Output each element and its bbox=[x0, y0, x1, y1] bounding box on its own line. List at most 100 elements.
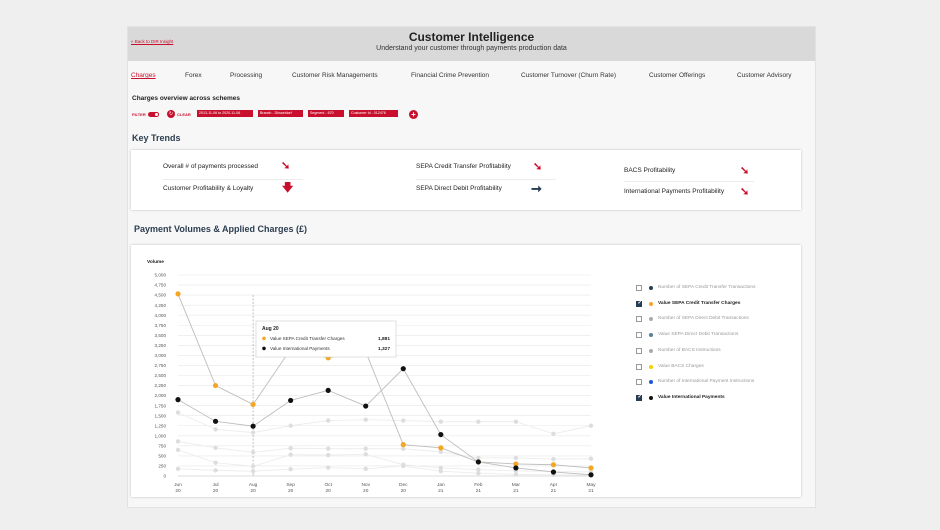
legend-color-dot bbox=[649, 317, 653, 322]
page-title: Customer Intelligence bbox=[408, 30, 535, 44]
data-point bbox=[175, 439, 181, 444]
filter-chip-date[interactable]: 2013-11-06 to 2020-11-06 bbox=[197, 110, 253, 117]
key-trends-card: Overall # of payments processed ➘ Custom… bbox=[131, 150, 801, 210]
y-axis-title: Volume bbox=[147, 259, 164, 265]
tab-customer-advisory[interactable]: Customer Advisory bbox=[737, 72, 792, 79]
legend-checkbox[interactable] bbox=[636, 394, 642, 401]
filter-chip-segment[interactable]: Segment - 670 bbox=[308, 110, 344, 117]
tooltip-label: Value SEPA Credit Transfer Charges bbox=[270, 336, 345, 341]
data-point bbox=[288, 466, 293, 472]
legend-checkbox[interactable] bbox=[636, 332, 642, 339]
series-line bbox=[177, 449, 592, 473]
y-tick-label: 3,750 bbox=[155, 323, 167, 328]
filter-chip-branch[interactable]: Branch - Düsseldorf bbox=[258, 110, 303, 117]
y-tick-label: 3,000 bbox=[155, 353, 167, 358]
data-point bbox=[438, 468, 444, 474]
legend-item[interactable]: Number of SEPA Direct Debit Transactions bbox=[636, 316, 796, 324]
data-point bbox=[213, 460, 218, 465]
legend-label: Number of BACS Instructions bbox=[658, 347, 721, 353]
filter-label: FILTER bbox=[132, 112, 146, 117]
legend-label: Number of International Payment Instruct… bbox=[658, 379, 755, 385]
trend-label: BACS Profitability bbox=[624, 167, 676, 174]
y-tick-label: 1,000 bbox=[155, 433, 167, 438]
legend-item[interactable]: Value SEPA Credit Transfer Charges bbox=[636, 300, 796, 309]
tooltip-dot bbox=[262, 346, 266, 351]
data-point bbox=[175, 410, 181, 415]
x-tick-label: 20 bbox=[175, 488, 181, 494]
filter-toggle[interactable] bbox=[148, 112, 159, 117]
tab-charges[interactable]: Charges bbox=[131, 72, 156, 79]
tab-customer-offerings[interactable]: Customer Offerings bbox=[649, 72, 706, 79]
x-tick-label: 20 bbox=[288, 488, 294, 494]
legend-checkbox[interactable] bbox=[636, 379, 642, 386]
data-point bbox=[325, 446, 331, 451]
tab-financial-crime-prevention[interactable]: Financial Crime Prevention bbox=[411, 72, 490, 79]
arrow-right-icon: ➞ bbox=[531, 181, 542, 196]
legend-item[interactable]: Value SEPA Direct Debit Transactions bbox=[636, 332, 796, 340]
x-tick-label: 20 bbox=[326, 488, 332, 494]
data-point bbox=[288, 446, 293, 451]
tab-customer-turnover[interactable]: Customer Turnover (Churn Rate) bbox=[521, 72, 617, 79]
tooltip-label: Value International Payments bbox=[270, 346, 330, 351]
legend-item[interactable]: Number of International Payment Instruct… bbox=[636, 379, 796, 387]
x-tick-label: Aug bbox=[249, 482, 258, 488]
data-point bbox=[213, 445, 218, 451]
data-point bbox=[475, 459, 481, 465]
legend-label: Value International Payments bbox=[658, 394, 725, 400]
data-point bbox=[363, 403, 369, 409]
clear-icon[interactable]: ↻ bbox=[167, 110, 175, 118]
tab-forex[interactable]: Forex bbox=[185, 72, 202, 79]
y-tick-label: 4,000 bbox=[155, 313, 167, 318]
y-tick-label: 0 bbox=[163, 474, 166, 479]
arrow-down-right-icon: ➘ bbox=[533, 161, 543, 173]
x-tick-label: 20 bbox=[363, 488, 369, 494]
x-tick-label: Dec bbox=[399, 482, 408, 488]
clear-button[interactable]: CLEAR bbox=[177, 112, 191, 117]
data-point bbox=[250, 401, 256, 408]
trend-label: SEPA Direct Debit Profitability bbox=[416, 185, 502, 192]
legend-checkbox[interactable] bbox=[636, 300, 642, 307]
y-tick-label: 2,000 bbox=[155, 393, 167, 398]
legend-label: Value SEPA Direct Debit Transactions bbox=[658, 332, 739, 338]
data-point bbox=[363, 446, 368, 451]
y-tick-label: 2,750 bbox=[155, 363, 167, 368]
legend-checkbox[interactable] bbox=[636, 285, 642, 291]
legend-checkbox[interactable] bbox=[636, 316, 642, 323]
legend-label: Number of SEPA Direct Debit Transactions bbox=[658, 316, 749, 322]
y-tick-label: 1,250 bbox=[155, 423, 167, 428]
tab-customer-risk-managements[interactable]: Customer Risk Managements bbox=[292, 72, 378, 79]
divider bbox=[624, 181, 754, 182]
add-filter-button[interactable]: + bbox=[409, 110, 418, 119]
divider bbox=[163, 179, 303, 180]
legend-checkbox[interactable] bbox=[636, 347, 642, 354]
tab-processing[interactable]: Processing bbox=[230, 72, 263, 79]
legend-color-dot bbox=[649, 301, 653, 306]
data-point bbox=[588, 472, 594, 478]
x-tick-label: 21 bbox=[438, 488, 444, 494]
data-point bbox=[325, 465, 331, 470]
data-point bbox=[438, 465, 444, 471]
legend-color-dot bbox=[649, 333, 653, 338]
data-point bbox=[288, 397, 294, 404]
x-tick-label: 20 bbox=[213, 488, 219, 494]
tab-bar: Charges Forex Processing Customer Risk M… bbox=[128, 72, 815, 84]
legend-color-dot bbox=[649, 395, 653, 400]
back-link[interactable]: « Back to DIR Insight bbox=[131, 39, 174, 44]
legend-checkbox[interactable] bbox=[636, 363, 642, 370]
data-point bbox=[250, 464, 256, 469]
trend-label: International Payments Profitability bbox=[624, 188, 725, 195]
legend-item[interactable]: Number of SEPA Credit Transfer Transacti… bbox=[636, 285, 796, 293]
data-point bbox=[363, 452, 368, 457]
data-point bbox=[476, 467, 481, 472]
data-point bbox=[438, 419, 444, 424]
series-line bbox=[177, 465, 592, 476]
legend-item[interactable]: Number of BACS Instructions bbox=[636, 347, 796, 356]
data-point bbox=[513, 465, 519, 471]
x-tick-label: Sep bbox=[286, 482, 295, 488]
data-point bbox=[175, 466, 181, 471]
legend-item[interactable]: Value BACS Charges bbox=[636, 363, 796, 372]
tooltip-value: 1,327 bbox=[378, 346, 390, 352]
filter-chip-customer[interactable]: Customer Id - 012476 bbox=[349, 110, 398, 117]
arrow-down-right-icon: ➘ bbox=[740, 165, 750, 177]
legend-item[interactable]: Value International Payments bbox=[636, 394, 796, 403]
